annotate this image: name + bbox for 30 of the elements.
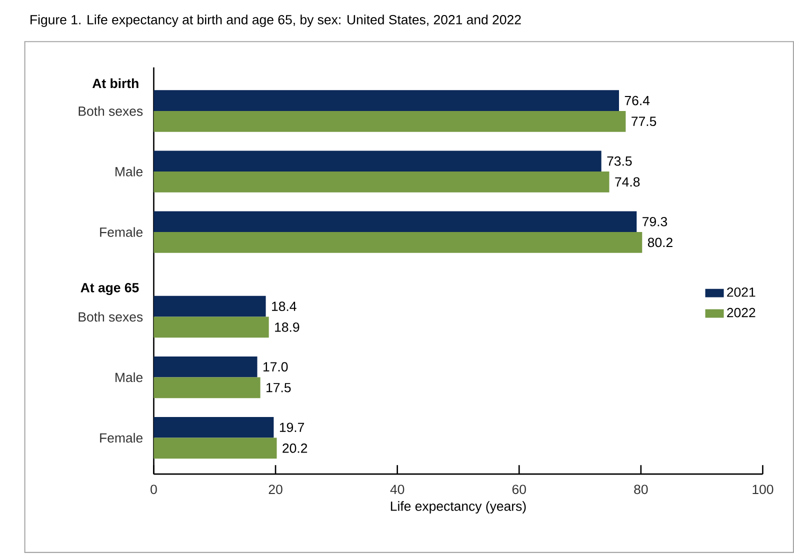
text: At birth bbox=[92, 78, 138, 88]
y-tick-label: Male bbox=[116, 166, 143, 176]
data-label: 19.7 bbox=[280, 422, 304, 432]
data-label: 20.2 bbox=[282, 443, 308, 453]
chart-title: Figure 1. Life expectancy at birth and age 65, by sex: United States, 2021 and 2022 bbox=[30, 14, 521, 27]
data-label: 80.2 bbox=[648, 238, 672, 247]
legend-label: 2022 bbox=[727, 308, 756, 318]
y-tick-label: Both sexes bbox=[78, 312, 143, 322]
data-label: 79.3 bbox=[642, 216, 668, 226]
data-label: 76.4 bbox=[624, 96, 650, 106]
data-label: 17.5 bbox=[266, 382, 291, 392]
data-label: 18.4 bbox=[272, 301, 296, 311]
x-tick-label: 20 bbox=[268, 484, 282, 494]
y-tick-label: Female bbox=[100, 226, 143, 237]
data-label: 17.0 bbox=[264, 362, 288, 372]
text: At age 65 bbox=[80, 282, 139, 295]
y-tick-label: Male bbox=[116, 372, 143, 382]
y-tick-label: Both sexes bbox=[78, 106, 143, 116]
x-tick-label: 40 bbox=[390, 484, 404, 494]
data-label: 18.9 bbox=[275, 322, 300, 332]
x-axis-title: Life expectancy (years) bbox=[390, 500, 526, 514]
data-label: 74.8 bbox=[615, 177, 640, 186]
y-tick-label: Female bbox=[100, 432, 143, 442]
x-tick-label: 0 bbox=[150, 484, 157, 494]
x-tick-label: 80 bbox=[634, 484, 648, 494]
data-label: 73.5 bbox=[607, 156, 632, 166]
legend-label: 2021 bbox=[727, 287, 756, 297]
x-tick-label: 60 bbox=[512, 484, 526, 494]
x-tick-label: 100 bbox=[752, 484, 774, 494]
data-label: 77.5 bbox=[632, 116, 656, 126]
